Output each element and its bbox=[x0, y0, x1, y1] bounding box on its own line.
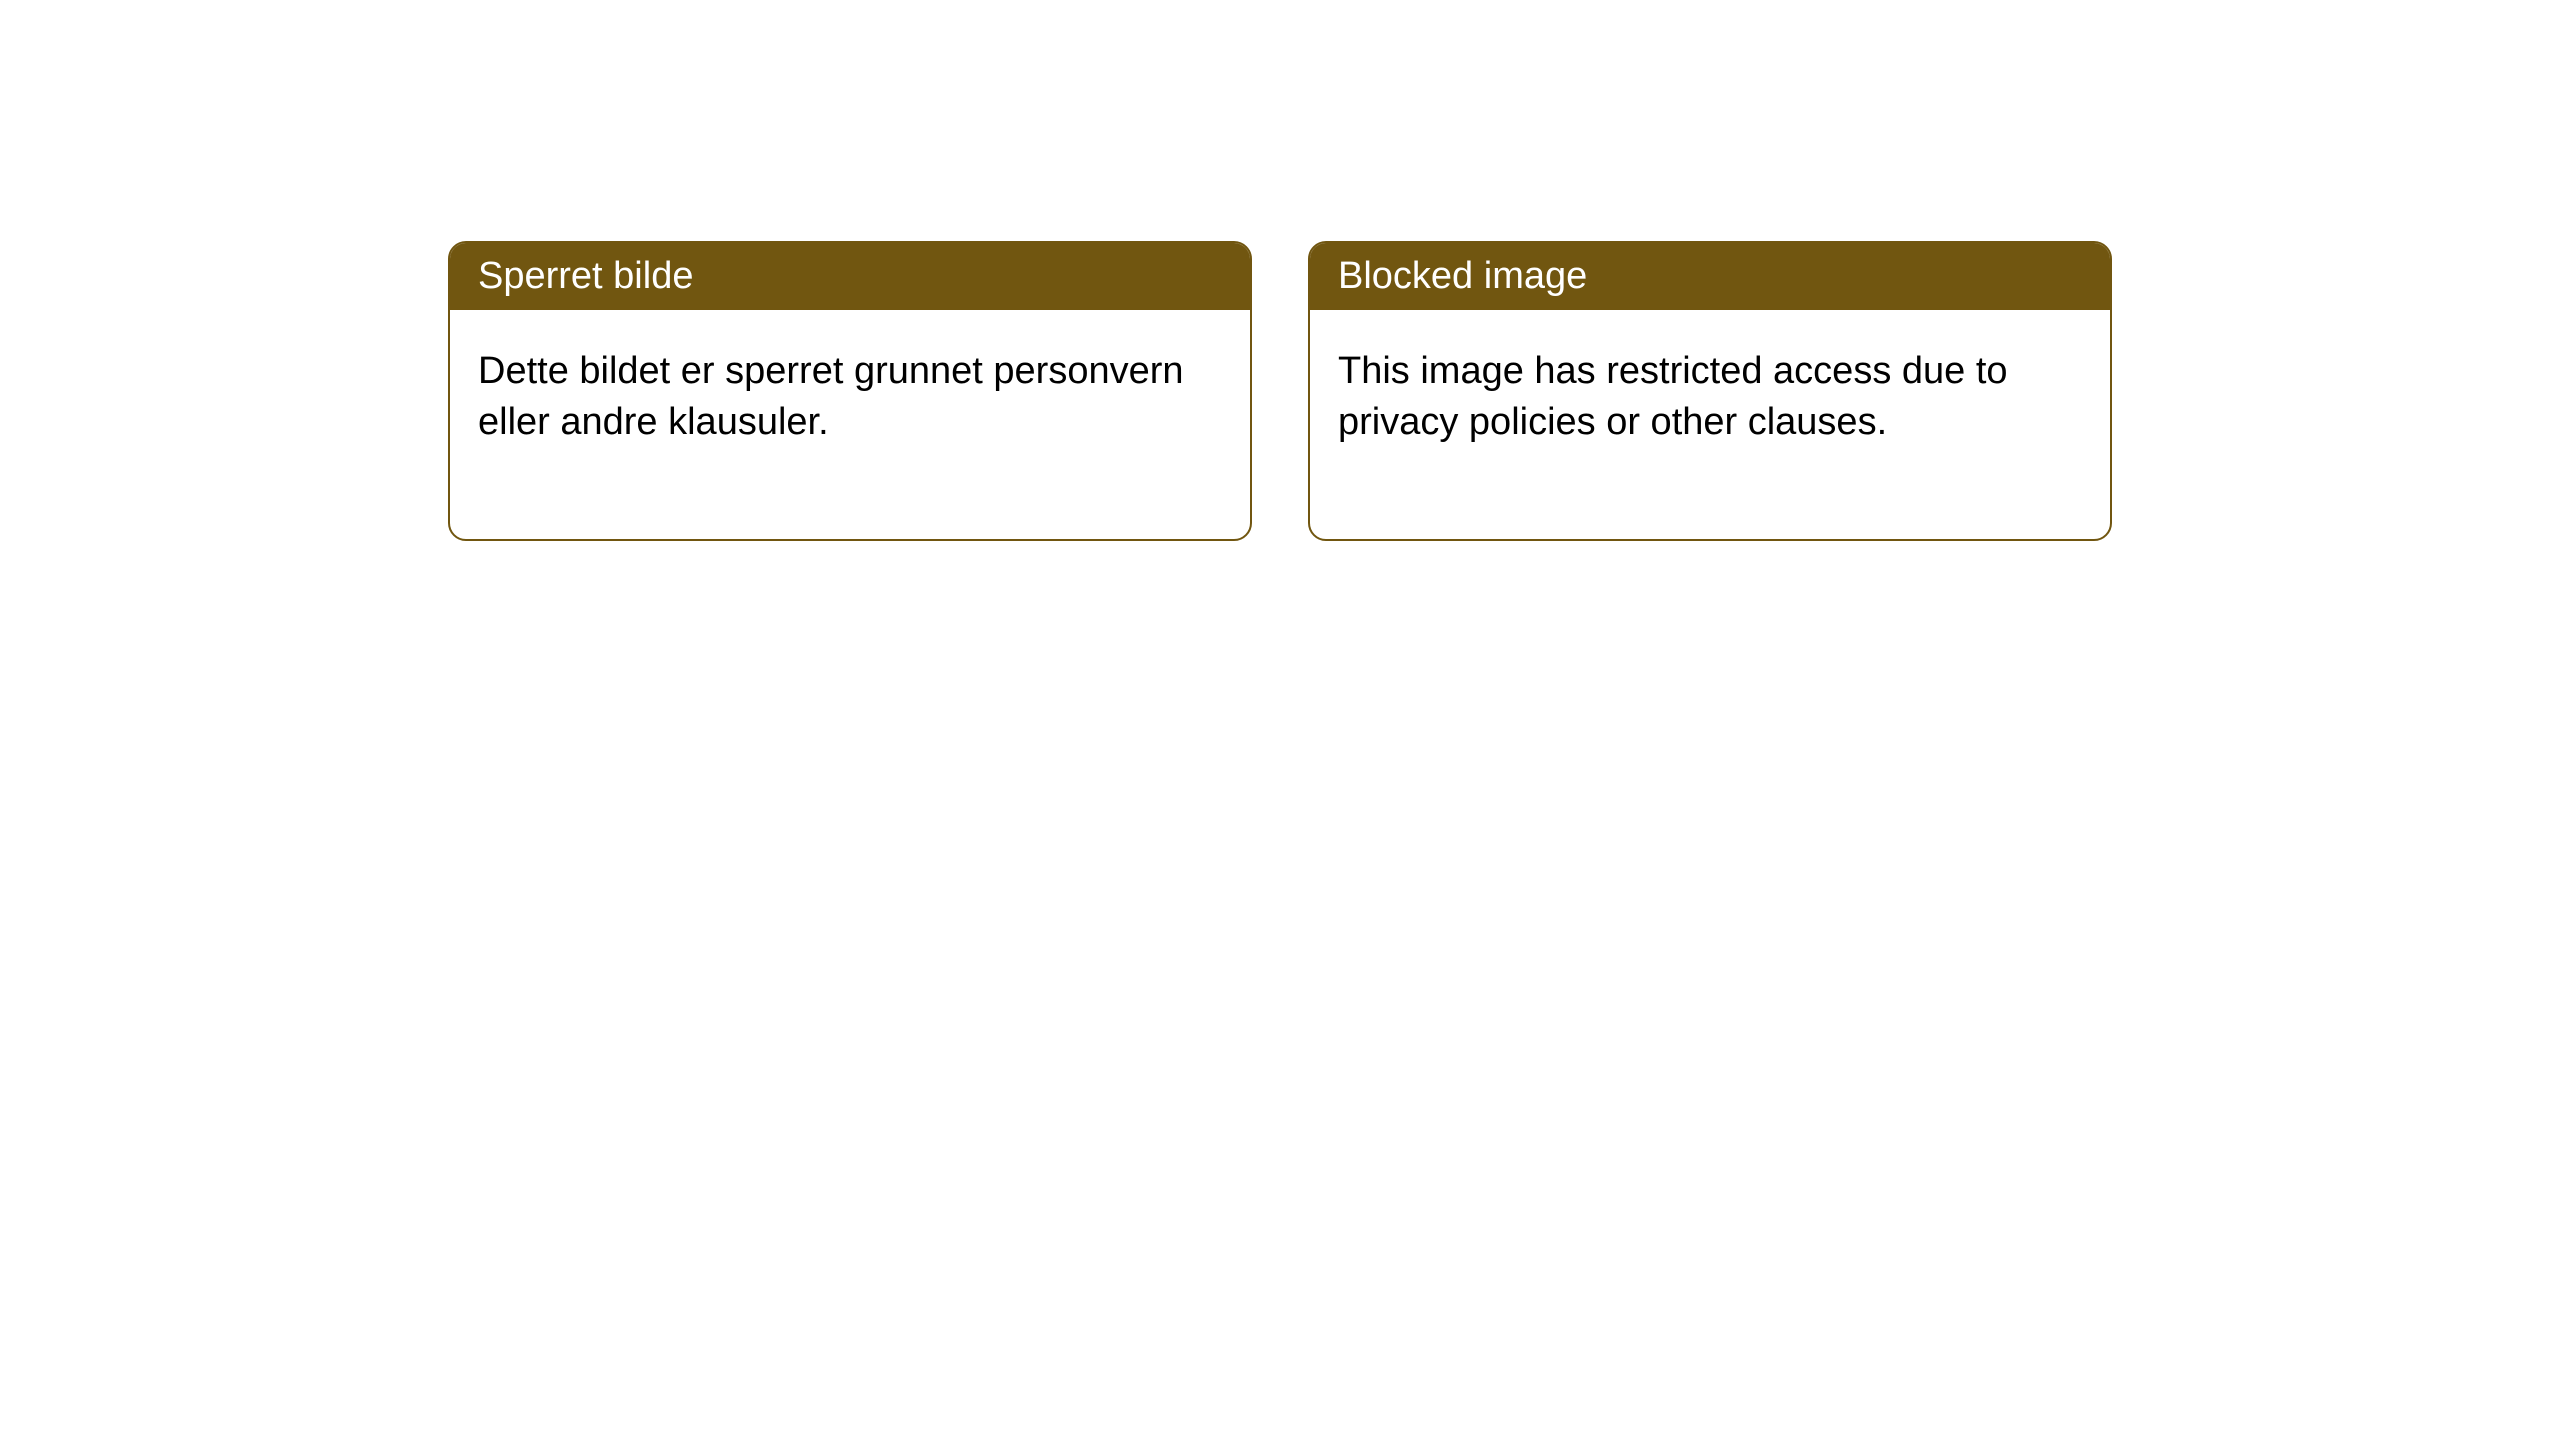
card-norwegian-body: Dette bildet er sperret grunnet personve… bbox=[450, 310, 1250, 539]
card-norwegian-title: Sperret bilde bbox=[450, 243, 1250, 310]
card-english-body: This image has restricted access due to … bbox=[1310, 310, 2110, 539]
card-english-title: Blocked image bbox=[1310, 243, 2110, 310]
card-english: Blocked image This image has restricted … bbox=[1308, 241, 2112, 541]
notice-container: Sperret bilde Dette bildet er sperret gr… bbox=[0, 0, 2560, 541]
card-norwegian: Sperret bilde Dette bildet er sperret gr… bbox=[448, 241, 1252, 541]
